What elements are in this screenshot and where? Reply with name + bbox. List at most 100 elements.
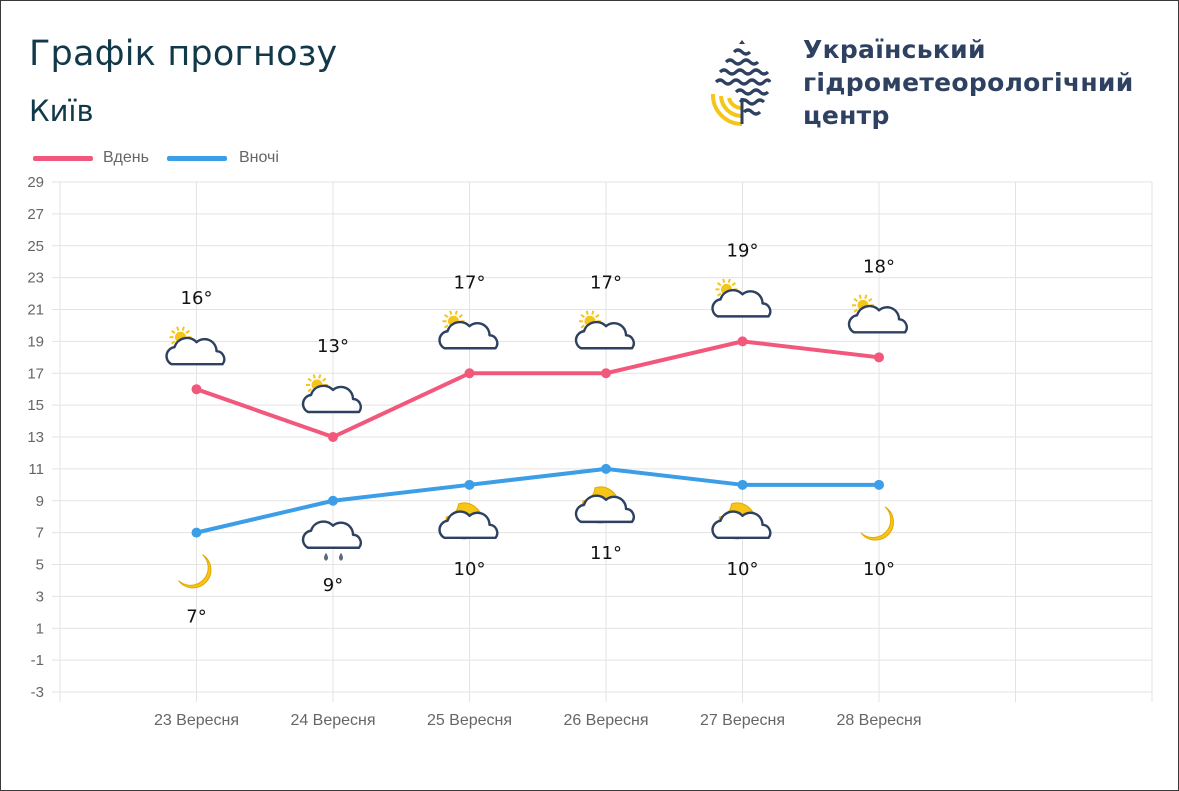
y-tick-label: 9 — [36, 493, 44, 510]
sun-ray — [731, 282, 736, 287]
temperature-label: 19° — [727, 240, 759, 261]
sun-ray — [853, 308, 858, 313]
y-tick-label: -1 — [31, 652, 44, 669]
page-title: Графік прогнозу — [29, 34, 338, 74]
moon-shape — [178, 554, 212, 589]
sun-ray — [717, 292, 722, 297]
sun-ray — [853, 298, 858, 303]
organization-name-line: гідрометеорологічний — [803, 68, 1134, 97]
sun-ray — [727, 278, 731, 284]
x-tick-label: 26 Вересня — [563, 712, 648, 729]
temperature-label: 17° — [590, 272, 622, 293]
day-data-point — [874, 352, 884, 363]
legend-swatch-day — [33, 156, 93, 161]
raindrop — [339, 552, 343, 561]
y-tick-label: 23 — [27, 270, 44, 287]
partly-cloudy-day-icon — [574, 310, 635, 350]
y-tick-label: 1 — [36, 620, 44, 637]
hydromet-logo-icon — [710, 38, 772, 126]
sun-ray — [444, 324, 449, 329]
sun-ray — [444, 313, 449, 318]
moon-icon — [860, 506, 894, 541]
temperature-label: 10° — [863, 559, 895, 580]
partly-cloudy-day-icon — [165, 326, 226, 366]
temperature-label: 10° — [454, 559, 486, 580]
cloud-shape — [711, 510, 772, 540]
y-tick-label: 27 — [27, 206, 44, 223]
partly-cloudy-night-icon — [711, 502, 772, 540]
sun-ray — [591, 310, 595, 315]
temperature-label: 11° — [590, 543, 622, 564]
partly-cloudy-night-icon — [574, 486, 635, 524]
x-tick-label: 23 Вересня — [154, 712, 239, 729]
y-tick-label: 21 — [27, 302, 44, 319]
rain-cloud-icon — [301, 520, 362, 561]
sun-ray — [454, 310, 458, 315]
sun-ray — [171, 329, 176, 334]
temperature-label: 18° — [863, 256, 895, 277]
raindrop — [324, 552, 328, 561]
day-data-point — [601, 368, 611, 379]
day-data-point — [328, 432, 338, 442]
y-tick-label: 17 — [27, 365, 44, 382]
y-tick-label: 15 — [27, 397, 44, 414]
night-data-point — [464, 479, 475, 490]
y-tick-label: 5 — [36, 557, 44, 574]
day-data-point — [191, 384, 202, 395]
night-data-point — [601, 463, 611, 474]
cloud-shape — [847, 304, 908, 334]
y-tick-label: 19 — [27, 333, 44, 350]
y-tick-label: 11 — [28, 461, 44, 478]
cloud-shape — [711, 288, 772, 318]
cloud-shape — [301, 520, 362, 549]
y-tick-label: 25 — [27, 238, 44, 255]
organization-name: Український гідрометеорологічний центр — [803, 33, 1134, 132]
sun-ray — [868, 298, 873, 303]
sun-ray — [171, 340, 176, 345]
x-tick-label: 25 Вересня — [427, 712, 512, 729]
y-tick-label: 29 — [27, 174, 44, 191]
sun-ray — [318, 374, 322, 379]
cloud-shape — [574, 320, 635, 350]
temperature-label: 7° — [186, 607, 206, 628]
temperature-label: 17° — [454, 272, 486, 293]
day-data-point — [737, 336, 748, 347]
partly-cloudy-day-icon — [711, 278, 772, 318]
temperature-label: 13° — [317, 336, 349, 357]
sun-ray — [717, 282, 722, 287]
partly-cloudy-day-icon — [438, 310, 499, 350]
cloud-shape — [301, 384, 362, 414]
x-tick-label: 28 Вересня — [836, 712, 921, 729]
y-tick-label: 13 — [27, 429, 44, 446]
sun-ray — [458, 313, 463, 318]
night-data-point — [874, 479, 884, 490]
y-tick-label: 7 — [36, 525, 44, 542]
night-data-point — [328, 495, 338, 506]
sun-ray — [181, 326, 185, 331]
organization-name-line: центр — [803, 101, 890, 130]
sun-ray — [322, 377, 327, 382]
y-tick-label: -3 — [31, 684, 44, 701]
sun-ray — [585, 310, 589, 315]
sun-ray — [449, 310, 453, 315]
sun-ray — [864, 294, 868, 299]
day-series-line — [194, 339, 881, 439]
sun-ray — [595, 313, 600, 318]
sun-ray — [858, 294, 862, 299]
moon-icon — [178, 554, 212, 589]
partly-cloudy-day-icon — [847, 294, 908, 334]
legend-label-night: Вночі — [239, 149, 279, 166]
sun-ray — [185, 329, 190, 334]
night-data-point — [737, 479, 748, 490]
partly-cloudy-night-icon — [438, 502, 499, 540]
sun-ray — [307, 377, 312, 382]
legend-swatch-night — [167, 156, 227, 161]
sun-ray — [722, 278, 726, 284]
city-name: Київ — [29, 94, 94, 128]
sun-ray — [176, 326, 180, 331]
cloud-shape — [438, 510, 499, 540]
sun-ray — [580, 313, 585, 318]
sun-ray — [312, 374, 316, 379]
partly-cloudy-day-icon — [301, 374, 362, 414]
